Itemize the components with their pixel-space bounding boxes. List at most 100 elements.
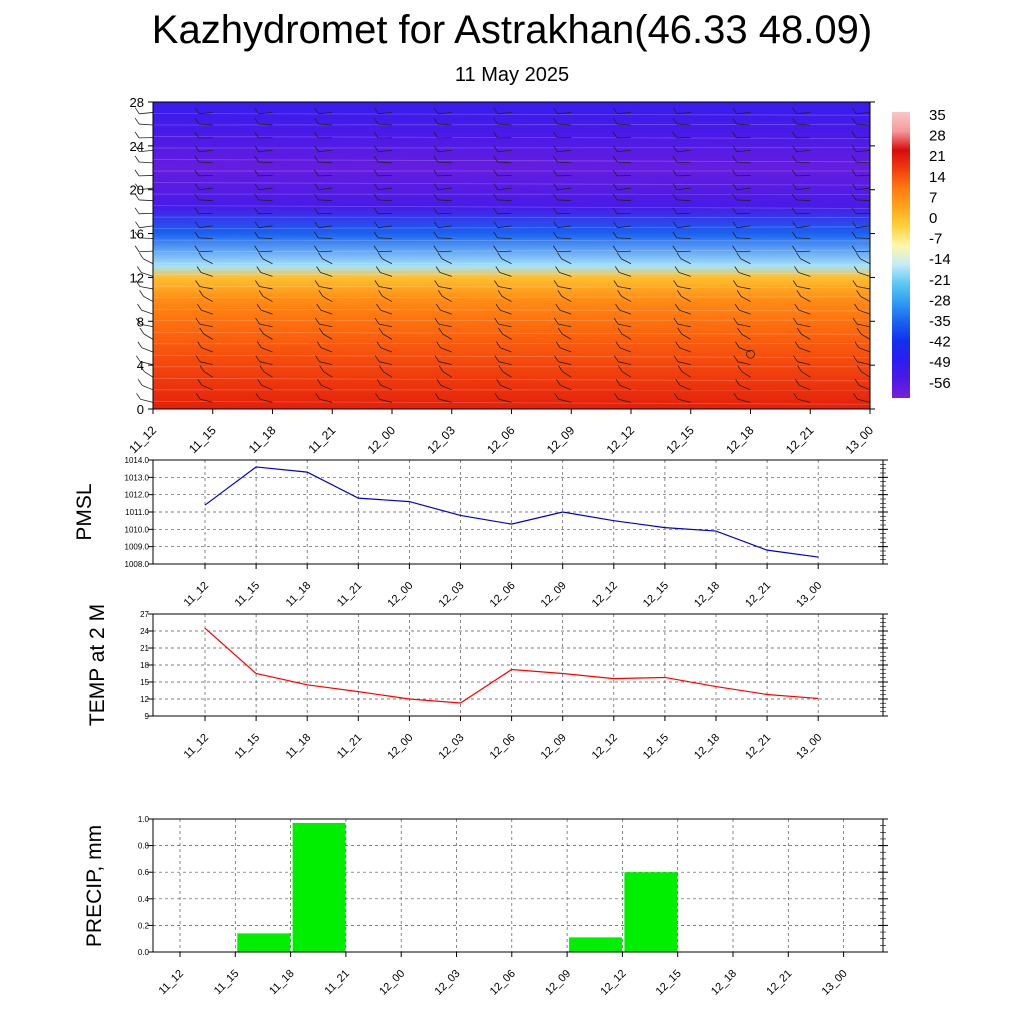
wind-barb-flag — [313, 169, 319, 177]
wind-barb — [259, 323, 273, 328]
wind-barb-flag — [438, 290, 443, 297]
wind-barb-flag — [553, 145, 558, 152]
wind-barb — [378, 112, 393, 115]
wind-barb — [677, 149, 691, 153]
wind-barb-flag — [197, 379, 203, 386]
wind-barb-flag — [254, 155, 259, 163]
pmsl-y-tick-label: 1013.0 — [125, 473, 150, 482]
wind-barb-flag — [319, 365, 324, 372]
wind-barb-flag — [318, 290, 324, 297]
wind-barb — [557, 161, 572, 164]
wind-barb — [618, 361, 632, 365]
wind-barb-flag — [254, 221, 260, 228]
wind-barb — [557, 250, 572, 253]
wind-barb-flag — [376, 303, 381, 311]
wind-barb-flag — [735, 341, 740, 348]
wind-barb-flag — [732, 131, 737, 139]
heatmap-x-tick-label: 11_21 — [306, 423, 339, 456]
wind-barb — [202, 258, 213, 265]
wind-barb — [618, 398, 632, 403]
wind-barb-flag — [496, 379, 501, 386]
wind-barb-flag — [314, 221, 320, 228]
wind-barb — [741, 333, 751, 340]
wind-barb — [797, 286, 811, 290]
wind-barb-flag — [433, 155, 439, 163]
wind-barb — [198, 161, 213, 164]
wind-barb-flag — [673, 317, 679, 325]
isotherm-line — [152, 354, 871, 358]
wind-barb-flag — [553, 183, 558, 190]
wind-barb — [382, 333, 393, 340]
temp-y-tick-label: 9 — [145, 712, 150, 721]
temp-y-tick-label: 18 — [140, 661, 149, 670]
wind-barb — [676, 112, 691, 115]
wind-barb — [201, 347, 213, 353]
wind-barb — [439, 272, 452, 277]
wind-barb-flag — [254, 145, 260, 152]
wind-barb-flag — [493, 221, 499, 228]
wind-barb-flag — [851, 155, 857, 163]
wind-barb — [139, 187, 154, 191]
wind-barb — [442, 333, 452, 340]
wind-barb — [797, 323, 811, 328]
wind-barb-flag — [493, 193, 498, 201]
wind-barb-flag — [732, 107, 738, 115]
wind-barb — [259, 398, 273, 403]
wind-barb-flag — [437, 252, 443, 259]
precip-x-tick-label: 12_06 — [488, 968, 518, 998]
wind-barb — [856, 323, 871, 328]
wind-barb-flag — [495, 303, 501, 311]
wind-barb — [740, 296, 751, 302]
wind-barb — [200, 272, 213, 277]
wind-barb-flag — [134, 117, 140, 125]
wind-barb — [318, 112, 333, 115]
wind-barb — [442, 371, 452, 378]
wind-barb — [856, 187, 871, 191]
wind-barb-flag — [557, 290, 563, 297]
wind-barb-flag — [734, 266, 740, 273]
wind-barb — [497, 187, 512, 191]
wind-barb-flag — [494, 355, 500, 362]
wind-barb-flag — [796, 327, 802, 335]
wind-barb — [139, 149, 154, 153]
wind-barb — [258, 212, 273, 215]
wind-barb-flag — [851, 193, 857, 201]
temp-y-tick-label: 12 — [140, 695, 149, 704]
wind-barb-flag — [137, 379, 143, 386]
wind-barb-flag — [377, 252, 383, 259]
wind-barb-flag — [854, 303, 859, 311]
wind-barb — [738, 272, 751, 277]
wind-barb — [262, 296, 273, 302]
chart-title: Kazhydromet for Astrakhan(46.33 48.09) — [151, 8, 873, 52]
wind-barb-flag — [732, 117, 737, 125]
wind-barb — [857, 398, 871, 403]
wind-barb — [319, 286, 333, 290]
wind-barb-flag — [852, 145, 857, 152]
wind-barb-flag — [733, 317, 738, 325]
wind-barb — [557, 237, 572, 239]
wind-barb-flag — [493, 231, 498, 239]
precip-x-tick-label: 12_18 — [709, 968, 739, 998]
wind-barb-flag — [199, 290, 204, 297]
colorbar-label: 21 — [929, 148, 946, 165]
wind-barb-flag — [794, 303, 800, 311]
wind-barb-flag — [139, 327, 145, 335]
wind-barb-flag — [613, 221, 618, 228]
wind-barb — [737, 398, 751, 403]
wind-barb — [678, 272, 691, 277]
wind-barb — [198, 123, 213, 126]
temp-x-tick-label: 11_15 — [233, 732, 263, 762]
wind-barb — [198, 250, 213, 253]
wind-barb-flag — [795, 379, 800, 386]
wind-barb — [798, 347, 811, 353]
wind-barb-flag — [612, 131, 618, 139]
wind-barb — [856, 212, 871, 215]
isotherm-line — [152, 136, 871, 139]
wind-barb-flag — [194, 245, 200, 252]
isotherm-line — [152, 182, 871, 186]
wind-barb-flag — [376, 379, 382, 386]
wind-barb-flag — [136, 266, 142, 273]
wind-barb-flag — [556, 379, 561, 386]
wind-barb-flag — [851, 107, 857, 115]
wind-barb-flag — [852, 221, 857, 228]
